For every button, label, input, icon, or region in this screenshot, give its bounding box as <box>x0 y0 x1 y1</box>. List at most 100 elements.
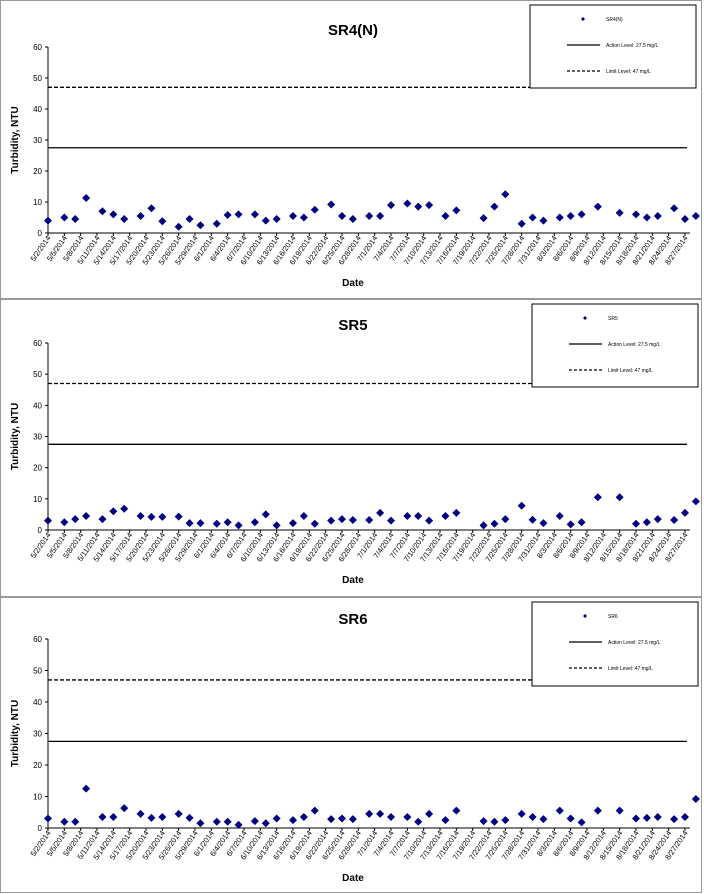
legend-box <box>531 601 699 687</box>
x-axis-label: Date <box>342 873 364 884</box>
data-point <box>555 511 564 520</box>
data-point <box>376 809 385 818</box>
data-point <box>327 815 336 824</box>
data-point <box>185 813 194 822</box>
legend-label: SR4(N) <box>606 17 623 23</box>
data-point <box>425 516 434 525</box>
data-point <box>528 515 537 524</box>
data-point <box>414 817 423 826</box>
data-point <box>272 521 281 530</box>
data-point <box>593 493 602 502</box>
data-point <box>566 211 575 220</box>
data-point <box>289 519 297 528</box>
data-point <box>71 215 80 224</box>
data-point <box>310 519 319 528</box>
legend-marker <box>581 17 585 21</box>
data-point <box>681 508 689 517</box>
data-point <box>185 519 194 528</box>
data-point <box>174 809 183 818</box>
data-point <box>632 210 640 219</box>
data-point <box>212 817 221 826</box>
data-point <box>365 516 374 525</box>
data-point <box>327 516 336 525</box>
data-point <box>670 204 679 213</box>
data-point <box>82 784 91 793</box>
data-point <box>136 809 145 818</box>
data-point <box>376 211 385 220</box>
data-point <box>212 519 221 528</box>
data-point <box>642 518 651 527</box>
y-tick-label: 30 <box>33 433 42 442</box>
data-point <box>272 215 281 224</box>
chart-panel-sr4n: SR4(N) 0 10 20 30 40 50 60 Turbidity, NTU 5/2/201… <box>0 0 702 299</box>
y-tick-label: 0 <box>38 824 43 833</box>
y-axis-label: Turbidity, NTU <box>10 700 21 767</box>
data-point <box>479 521 488 530</box>
data-point <box>250 518 259 527</box>
data-point <box>653 211 662 220</box>
y-tick-label: 10 <box>33 793 42 802</box>
data-point <box>501 515 510 524</box>
data-point <box>555 806 564 815</box>
legend-label: Limit Level: 47 mg/L <box>608 666 653 672</box>
data-point <box>403 511 412 520</box>
data-point <box>299 511 308 520</box>
data-point <box>234 521 243 530</box>
data-point <box>653 812 662 821</box>
data-point <box>82 193 91 202</box>
data-point <box>376 508 385 517</box>
data-point <box>566 814 575 823</box>
data-point <box>528 812 537 821</box>
legend-label: SR6 <box>608 614 618 620</box>
data-point <box>136 511 145 520</box>
legend-box <box>529 4 697 89</box>
data-point <box>452 508 461 517</box>
legend-marker <box>583 316 587 320</box>
data-point <box>310 205 319 214</box>
data-point <box>365 211 374 220</box>
y-tick-label: 30 <box>33 730 42 739</box>
chart-title: SR6 <box>338 611 367 628</box>
data-point <box>403 812 412 821</box>
y-tick-label: 0 <box>38 229 43 238</box>
data-point <box>158 512 167 521</box>
data-point <box>98 207 107 216</box>
data-point <box>158 217 167 226</box>
data-point <box>120 504 129 513</box>
data-point <box>691 795 700 804</box>
legend-label: Action Level: 27.5 mg/L <box>606 43 658 49</box>
data-point <box>539 519 548 528</box>
data-point <box>338 515 346 524</box>
data-point <box>234 210 243 219</box>
data-point <box>212 219 221 228</box>
data-point <box>310 806 319 815</box>
data-point <box>501 190 510 199</box>
data-point <box>490 817 499 826</box>
data-point <box>670 815 679 824</box>
data-point <box>615 806 624 815</box>
data-point <box>289 816 297 825</box>
data-point <box>174 512 183 521</box>
data-point <box>653 515 662 524</box>
data-point <box>691 211 700 220</box>
chart-panel-sr6: SR6 0 10 20 30 40 50 60 Turbidity, NTU 5/2/2014 5/… <box>0 597 702 893</box>
data-point <box>234 820 243 829</box>
data-point <box>425 809 434 818</box>
data-point <box>479 817 488 826</box>
data-point <box>452 206 461 215</box>
data-point <box>60 817 69 826</box>
data-point <box>250 210 259 219</box>
legend-label: SR5 <box>608 316 618 322</box>
y-tick-label: 40 <box>33 698 42 707</box>
y-tick-label: 20 <box>33 464 42 473</box>
data-point <box>441 511 450 520</box>
data-point <box>44 516 52 525</box>
data-point <box>289 211 297 220</box>
data-point <box>452 806 461 815</box>
data-point <box>185 215 194 224</box>
data-point <box>120 804 129 813</box>
data-point <box>441 816 450 825</box>
data-point <box>517 219 526 228</box>
data-point <box>593 806 602 815</box>
x-axis-label: Date <box>342 278 364 289</box>
